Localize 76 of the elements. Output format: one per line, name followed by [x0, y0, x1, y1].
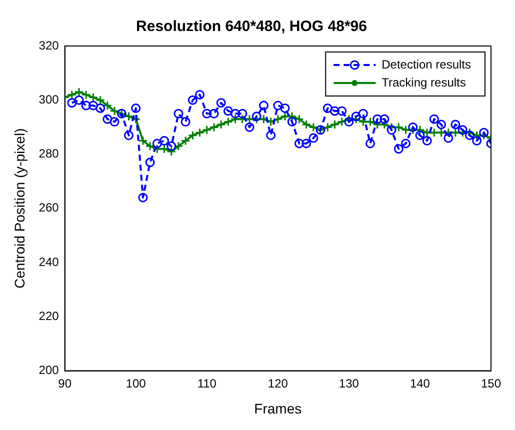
point: [394, 144, 404, 154]
point: [180, 117, 190, 127]
x-tick-label: 100: [126, 376, 146, 390]
point: [422, 136, 432, 146]
point: [216, 98, 226, 108]
point: [436, 120, 446, 130]
point: [209, 108, 219, 118]
point: [330, 106, 340, 116]
point: [308, 133, 318, 143]
point: [280, 104, 290, 114]
point: [372, 114, 382, 124]
point: [252, 112, 262, 122]
point: [174, 108, 184, 118]
point: [344, 117, 354, 127]
point: [365, 138, 375, 148]
x-tick-label: 120: [268, 376, 288, 390]
x-tick-label: 110: [197, 376, 217, 390]
point: [223, 106, 233, 116]
y-tick-label: 320: [38, 38, 60, 52]
point: [444, 133, 454, 143]
point: [358, 108, 368, 118]
point: [401, 138, 411, 148]
point: [202, 108, 212, 118]
y-tick-label: 200: [38, 363, 60, 378]
point: [429, 114, 439, 124]
point: [131, 104, 141, 114]
point: [351, 112, 361, 122]
point: [287, 117, 297, 127]
legend-label: Detection results: [382, 57, 471, 72]
point: [238, 108, 248, 118]
y-tick-label: 280: [38, 146, 60, 161]
point: [138, 192, 148, 202]
point: [458, 125, 468, 135]
legend-label: Tracking results: [382, 75, 466, 90]
point: [244, 122, 254, 132]
y-tick-label: 240: [38, 254, 60, 269]
point: [152, 138, 162, 148]
point: [408, 122, 418, 132]
point: [81, 100, 91, 110]
point: [266, 130, 276, 140]
point: [386, 125, 396, 135]
y-tick-label: 260: [38, 200, 60, 215]
point: [88, 100, 98, 110]
chart-title: Resoluztion 640*480, HOG 48*96: [136, 18, 367, 36]
point: [124, 130, 134, 140]
point: [464, 130, 474, 140]
point: [258, 100, 268, 110]
point: [102, 114, 112, 124]
point: [472, 136, 482, 146]
point: [96, 104, 106, 114]
x-axis-title: Frames: [254, 400, 302, 416]
point: [145, 158, 155, 168]
point: [322, 104, 332, 114]
point: [415, 130, 425, 140]
point: [230, 108, 240, 118]
point: [110, 117, 120, 127]
point: [380, 114, 390, 124]
point: [479, 128, 489, 138]
y-tick-label: 220: [38, 308, 60, 323]
y-tick-label: 300: [38, 92, 60, 106]
point: [195, 90, 205, 100]
point: [188, 95, 198, 105]
x-tick-label: 130: [338, 376, 360, 390]
y-axis-title: Centroid Position (y-pixel): [11, 128, 28, 289]
x-tick-label: 150: [480, 376, 502, 390]
point: [337, 106, 347, 116]
point: [74, 95, 84, 105]
point: [273, 100, 283, 110]
x-tick-label: 90: [58, 376, 72, 390]
point: [450, 120, 460, 130]
point: [166, 141, 176, 151]
point: [302, 138, 312, 148]
point: [160, 136, 170, 146]
point: [67, 98, 77, 108]
x-tick-label: 140: [410, 376, 430, 390]
point: [294, 138, 304, 148]
